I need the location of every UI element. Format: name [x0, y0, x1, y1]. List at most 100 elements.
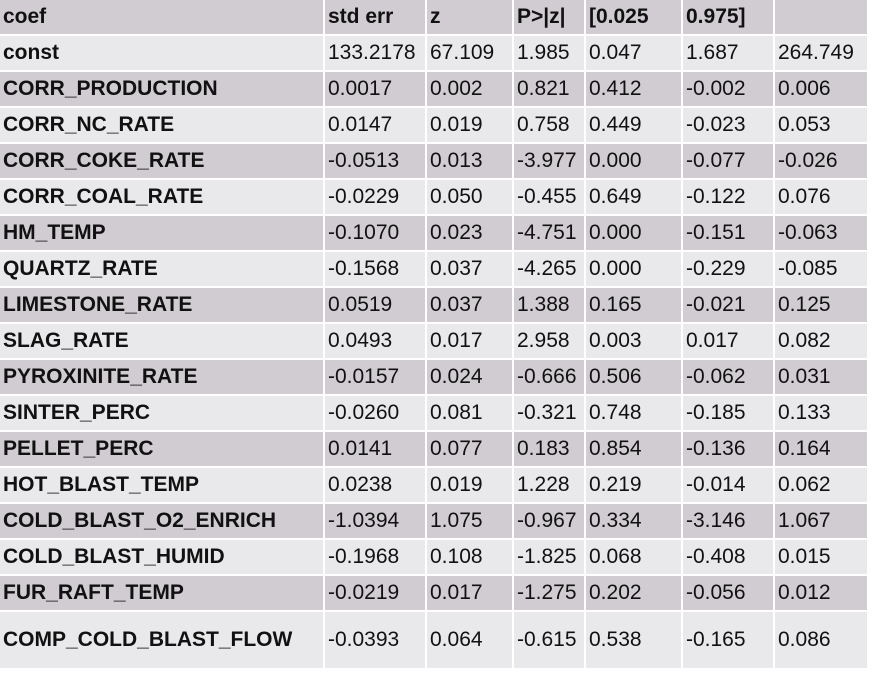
z-value-cell: -0.321 — [514, 396, 584, 430]
ci-lower-value-cell: -0.056 — [683, 576, 773, 610]
coef-value-cell: 133.2178 — [325, 36, 425, 70]
ci-upper-value-cell: 0.012 — [775, 576, 867, 610]
row-label: COLD_BLAST_O2_ENRICH — [0, 504, 323, 538]
p-value-cell: 0.003 — [586, 324, 681, 358]
ci-upper-value-cell: 0.062 — [775, 468, 867, 502]
table-row: CORR_COAL_RATE -0.0229 0.050 -0.455 0.649 -0.… — [0, 180, 867, 214]
coef-value-cell: 0.0147 — [325, 108, 425, 142]
coef-value-cell: 0.0519 — [325, 288, 425, 322]
row-label: const — [0, 36, 323, 70]
ci-upper-value-cell: 0.082 — [775, 324, 867, 358]
ci-upper-value-cell: 0.133 — [775, 396, 867, 430]
p-value-cell: 0.000 — [586, 144, 681, 178]
p-value-cell: 0.047 — [586, 36, 681, 70]
row-label: CORR_COAL_RATE — [0, 180, 323, 214]
row-label: PYROXINITE_RATE — [0, 360, 323, 394]
ci-lower-value-cell: -0.408 — [683, 540, 773, 574]
std-err-value-cell: 1.075 — [427, 504, 512, 538]
coef-value-cell: -0.0260 — [325, 396, 425, 430]
row-label: CORR_COKE_RATE — [0, 144, 323, 178]
z-value-cell: 0.183 — [514, 432, 584, 466]
ci-upper-value-cell: -0.085 — [775, 252, 867, 286]
z-value-cell: -1.825 — [514, 540, 584, 574]
std-err-value-cell: 0.017 — [427, 324, 512, 358]
ci-upper-value-cell: 0.125 — [775, 288, 867, 322]
p-value-cell: 0.449 — [586, 108, 681, 142]
ci-upper-value-cell: 264.749 — [775, 36, 867, 70]
ci-upper-value-cell: -0.026 — [775, 144, 867, 178]
std-err-value-cell: 0.017 — [427, 576, 512, 610]
header-cell-ci-lower: [0.025 — [586, 0, 681, 34]
p-value-cell: 0.000 — [586, 216, 681, 250]
p-value-cell: 0.219 — [586, 468, 681, 502]
ci-lower-value-cell: -0.122 — [683, 180, 773, 214]
p-value-cell: 0.649 — [586, 180, 681, 214]
p-value-cell: 0.202 — [586, 576, 681, 610]
coef-value-cell: 0.0141 — [325, 432, 425, 466]
ci-lower-value-cell: -0.021 — [683, 288, 773, 322]
p-value-cell: 0.412 — [586, 72, 681, 106]
coef-value-cell: -0.1968 — [325, 540, 425, 574]
table-body: const 133.2178 67.109 1.985 0.047 1.687 264.74… — [0, 36, 867, 668]
ci-upper-value-cell: 0.086 — [775, 612, 867, 668]
table-row: FUR_RAFT_TEMP -0.0219 0.017 -1.275 0.202 -0.0… — [0, 576, 867, 610]
ci-lower-value-cell: -3.146 — [683, 504, 773, 538]
table-row: SINTER_PERC -0.0260 0.081 -0.321 0.748 -0.185… — [0, 396, 867, 430]
coef-value-cell: -0.0219 — [325, 576, 425, 610]
coef-value-cell: 0.0238 — [325, 468, 425, 502]
std-err-value-cell: 67.109 — [427, 36, 512, 70]
header-cell-empty — [775, 0, 867, 34]
ci-lower-value-cell: -0.077 — [683, 144, 773, 178]
p-value-cell: 0.000 — [586, 252, 681, 286]
z-value-cell: 1.985 — [514, 36, 584, 70]
z-value-cell: -3.977 — [514, 144, 584, 178]
table-row: HOT_BLAST_TEMP 0.0238 0.019 1.228 0.219 -0.01… — [0, 468, 867, 502]
header-cell-ci-upper: 0.975] — [683, 0, 773, 34]
ci-lower-value-cell: -0.185 — [683, 396, 773, 430]
header-cell-p-value: P>|z| — [514, 0, 584, 34]
coef-value-cell: -1.0394 — [325, 504, 425, 538]
row-label: CORR_PRODUCTION — [0, 72, 323, 106]
row-label: PELLET_PERC — [0, 432, 323, 466]
std-err-value-cell: 0.037 — [427, 288, 512, 322]
coef-value-cell: 0.0493 — [325, 324, 425, 358]
coef-value-cell: -0.0157 — [325, 360, 425, 394]
ci-lower-value-cell: -0.062 — [683, 360, 773, 394]
ci-upper-value-cell: 0.053 — [775, 108, 867, 142]
row-label: SINTER_PERC — [0, 396, 323, 430]
table-row: CORR_PRODUCTION 0.0017 0.002 0.821 0.412 -0.0… — [0, 72, 867, 106]
p-value-cell: 0.748 — [586, 396, 681, 430]
row-label: FUR_RAFT_TEMP — [0, 576, 323, 610]
std-err-value-cell: 0.024 — [427, 360, 512, 394]
row-label: SLAG_RATE — [0, 324, 323, 358]
p-value-cell: 0.068 — [586, 540, 681, 574]
ci-lower-value-cell: -0.002 — [683, 72, 773, 106]
ci-lower-value-cell: 1.687 — [683, 36, 773, 70]
header-row: coef std err z P>|z| [0.025 0.975] — [0, 0, 867, 34]
ci-lower-value-cell: -0.023 — [683, 108, 773, 142]
table-row: CORR_NC_RATE 0.0147 0.019 0.758 0.449 -0.023 0… — [0, 108, 867, 142]
ci-upper-value-cell: 1.067 — [775, 504, 867, 538]
row-label: COMP_COLD_BLAST_FLOW — [0, 612, 323, 668]
row-label: LIMESTONE_RATE — [0, 288, 323, 322]
z-value-cell: 2.958 — [514, 324, 584, 358]
table-row: PYROXINITE_RATE -0.0157 0.024 -0.666 0.506 -0… — [0, 360, 867, 394]
ci-lower-value-cell: -0.229 — [683, 252, 773, 286]
z-value-cell: 1.228 — [514, 468, 584, 502]
z-value-cell: -0.666 — [514, 360, 584, 394]
header-cell-std-err: std err — [325, 0, 425, 34]
p-value-cell: 0.506 — [586, 360, 681, 394]
z-value-cell: -4.265 — [514, 252, 584, 286]
std-err-value-cell: 0.050 — [427, 180, 512, 214]
p-value-cell: 0.334 — [586, 504, 681, 538]
std-err-value-cell: 0.019 — [427, 108, 512, 142]
z-value-cell: 0.821 — [514, 72, 584, 106]
z-value-cell: 1.388 — [514, 288, 584, 322]
z-value-cell: -0.615 — [514, 612, 584, 668]
std-err-value-cell: 0.064 — [427, 612, 512, 668]
ci-upper-value-cell: 0.006 — [775, 72, 867, 106]
table-row: HM_TEMP -0.1070 0.023 -4.751 0.000 -0.151 -0.0… — [0, 216, 867, 250]
ci-lower-value-cell: 0.017 — [683, 324, 773, 358]
ci-lower-value-cell: -0.014 — [683, 468, 773, 502]
coef-value-cell: -0.1568 — [325, 252, 425, 286]
